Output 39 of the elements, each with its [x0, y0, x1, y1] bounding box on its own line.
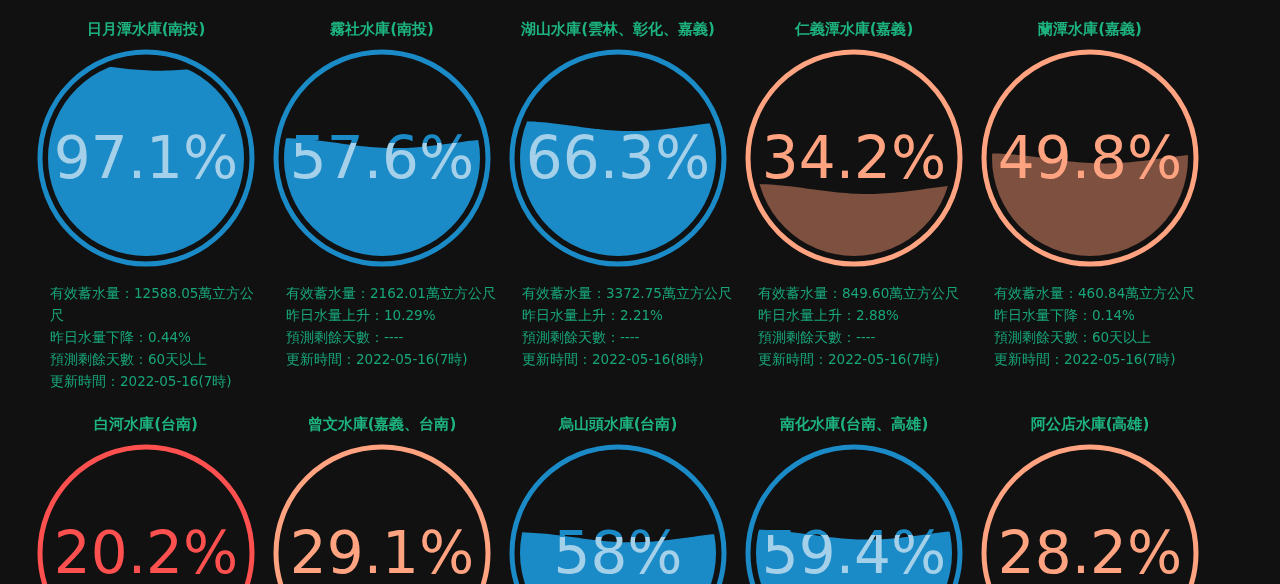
text: 日月潭水庫(南投)	[85, 20, 207, 40]
text: 昨日水量上升：2.21%	[522, 306, 664, 325]
text: 有效蓄水量：3372.75萬立方公尺	[522, 284, 733, 303]
text: 阿公店水庫(高雄)	[1029, 415, 1151, 435]
text: 昨日水量上升：10.29%	[286, 306, 437, 325]
text: 有效蓄水量：2162.01萬立方公尺	[286, 284, 497, 303]
text: 仁義潭水庫(嘉義)	[793, 20, 915, 40]
text: 有效蓄水量：460.84萬立方公尺	[994, 284, 1197, 303]
data-label: 20.2%	[53, 519, 239, 584]
text: 白河水庫(台南)	[93, 415, 199, 435]
data-label: 66.3%	[525, 124, 711, 192]
data-label: 28.2%	[997, 519, 1183, 584]
text: 霧社水庫(南投)	[329, 20, 435, 40]
text: 預測剩餘天數：60天以上	[50, 350, 209, 369]
data-label: 97.1%	[53, 124, 239, 192]
text: 更新時間：2022-05-16(7時)	[758, 350, 941, 369]
text: 預測剩餘天數：----	[758, 328, 877, 347]
text: 蘭潭水庫(嘉義)	[1037, 20, 1143, 40]
text: 曾文水庫(嘉義、台南)	[306, 415, 458, 435]
text: 更新時間：2022-05-16(7時)	[286, 350, 469, 369]
text: 湖山水庫(雲林、彰化、嘉義)	[520, 20, 716, 40]
data-label: 59.4%	[761, 519, 947, 584]
text: 預測剩餘天數：----	[522, 328, 641, 347]
text: 更新時間：2022-05-16(7時)	[50, 372, 233, 391]
data-label: 34.2%	[761, 124, 947, 192]
text: 有效蓄水量：12588.05萬立方公尺	[50, 284, 256, 325]
data-label: 58%	[553, 519, 683, 584]
text: 預測剩餘天數：----	[286, 328, 405, 347]
text: 預測剩餘天數：60天以上	[994, 328, 1153, 347]
text: 昨日水量下降：0.14%	[994, 306, 1136, 325]
text: 昨日水量上升：2.88%	[758, 306, 900, 325]
text: 有效蓄水量：849.60萬立方公尺	[758, 284, 961, 303]
text: 烏山頭水庫(台南)	[557, 415, 679, 435]
data-label: 29.1%	[289, 519, 475, 584]
text: 更新時間：2022-05-16(8時)	[522, 350, 705, 369]
text: 更新時間：2022-05-16(7時)	[994, 350, 1177, 369]
text: 昨日水量下降：0.44%	[50, 328, 192, 347]
text: 南化水庫(台南、高雄)	[778, 415, 930, 435]
data-label: 57.6%	[289, 124, 475, 192]
